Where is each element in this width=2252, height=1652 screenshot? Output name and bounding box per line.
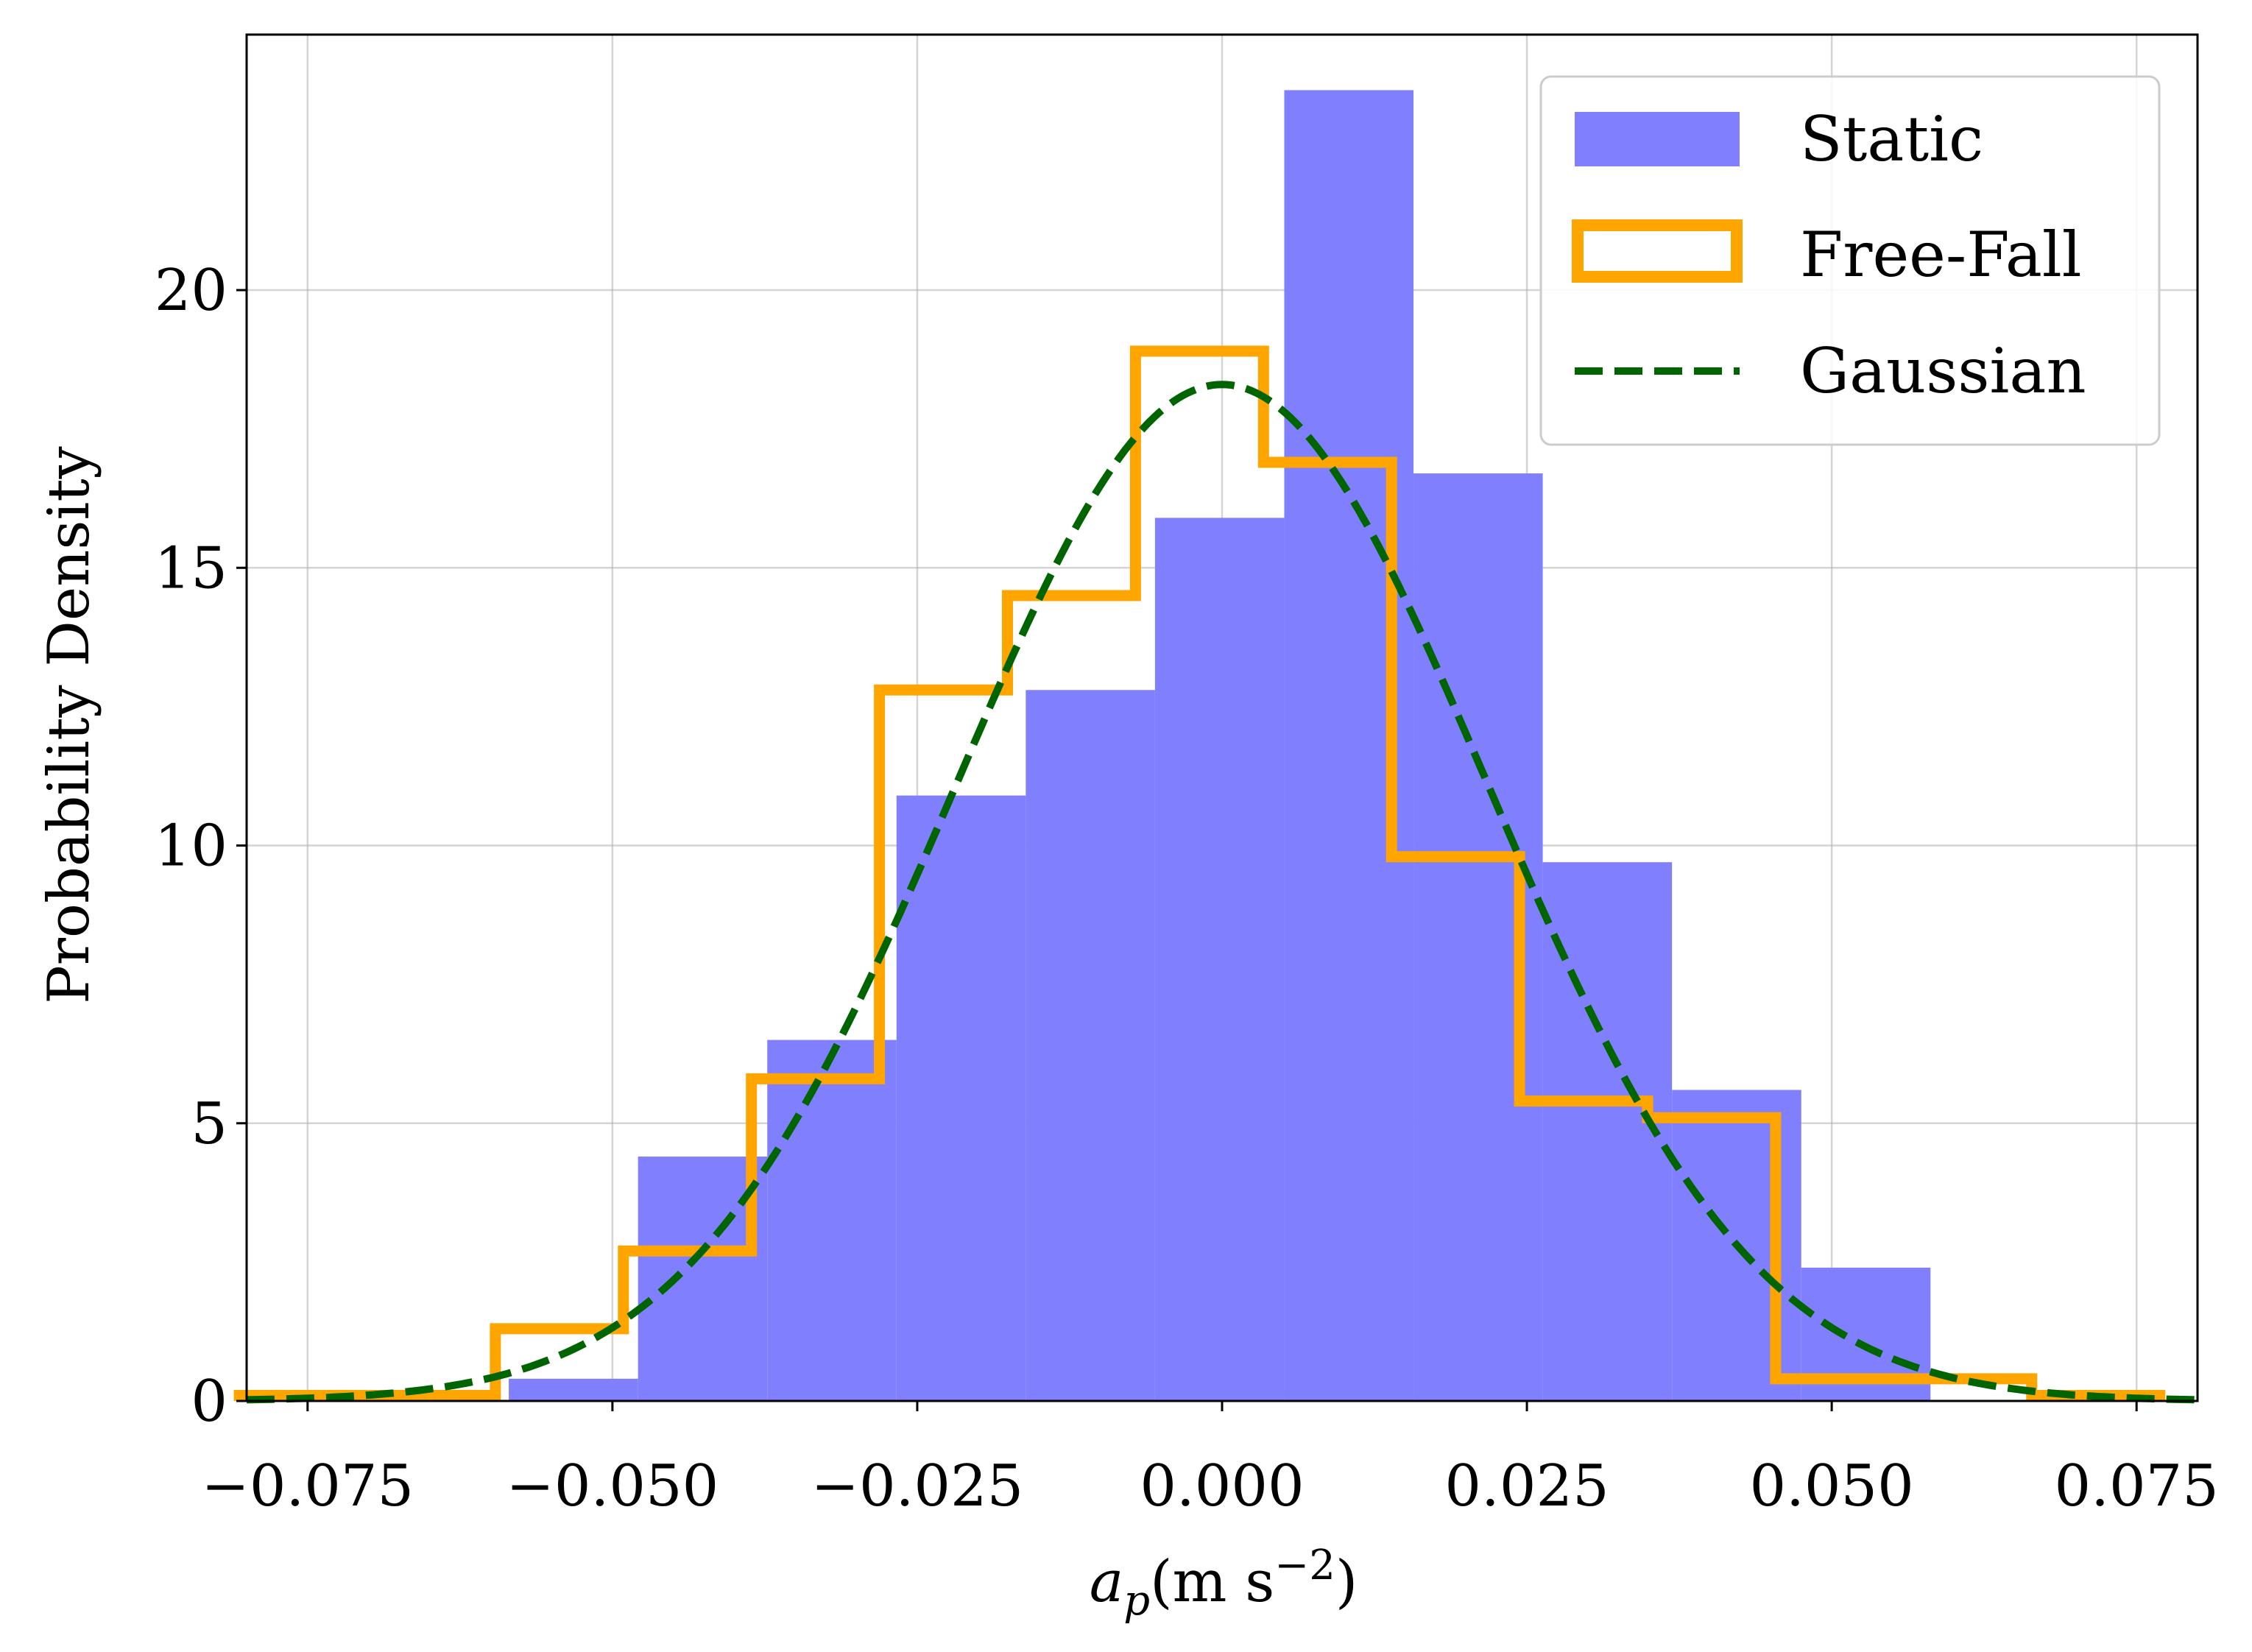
legend: Static Free-Fall Gaussian bbox=[1539, 75, 2161, 446]
x-tick-label-3: 0.000 bbox=[1140, 1453, 1304, 1519]
legend-swatch-static bbox=[1575, 112, 1740, 166]
gaussian-line bbox=[246, 381, 2198, 1404]
x-axis-ticks: −0.075 −0.050 −0.025 0.000 0.025 0.050 0.075 bbox=[201, 1401, 2219, 1519]
static-bar-4 bbox=[1026, 690, 1155, 1401]
free-fall-step-line bbox=[233, 345, 2166, 1401]
x-tick-label-4: 0.025 bbox=[1444, 1453, 1609, 1519]
legend-label-gaussian: Gaussian bbox=[1800, 335, 2086, 407]
y-tick-label-4: 20 bbox=[155, 258, 227, 324]
x-tick-label-2: −0.025 bbox=[811, 1453, 1024, 1519]
legend-frame bbox=[1539, 75, 2161, 446]
static-bar-5 bbox=[1154, 518, 1285, 1401]
static-bar-0 bbox=[509, 1378, 638, 1401]
x-tick-label-6: 0.075 bbox=[2055, 1453, 2219, 1519]
y-tick-label-0: 0 bbox=[191, 1369, 227, 1435]
y-tick-label-3: 15 bbox=[155, 535, 227, 601]
y-axis-ticks: 0 5 10 15 20 bbox=[155, 258, 247, 1435]
legend-label-free-fall: Free-Fall bbox=[1800, 219, 2082, 291]
y-tick-label-2: 10 bbox=[155, 813, 227, 880]
x-tick-label-1: −0.050 bbox=[506, 1453, 719, 1519]
x-tick-label-0: −0.075 bbox=[201, 1453, 414, 1519]
x-axis-label: ap(m s−2) bbox=[1090, 1542, 1358, 1625]
y-axis-label: Probability Density bbox=[36, 446, 102, 1003]
gaussian-curve bbox=[246, 381, 2198, 1404]
static-histogram bbox=[509, 90, 1931, 1402]
x-tick-label-5: 0.050 bbox=[1749, 1453, 1913, 1519]
free-fall-histogram bbox=[233, 345, 2166, 1401]
legend-label-static: Static bbox=[1800, 103, 1983, 175]
y-tick-label-1: 5 bbox=[191, 1091, 227, 1157]
static-bar-2 bbox=[767, 1039, 897, 1401]
static-bar-3 bbox=[896, 795, 1026, 1401]
legend-swatch-free-fall bbox=[1572, 219, 1743, 283]
